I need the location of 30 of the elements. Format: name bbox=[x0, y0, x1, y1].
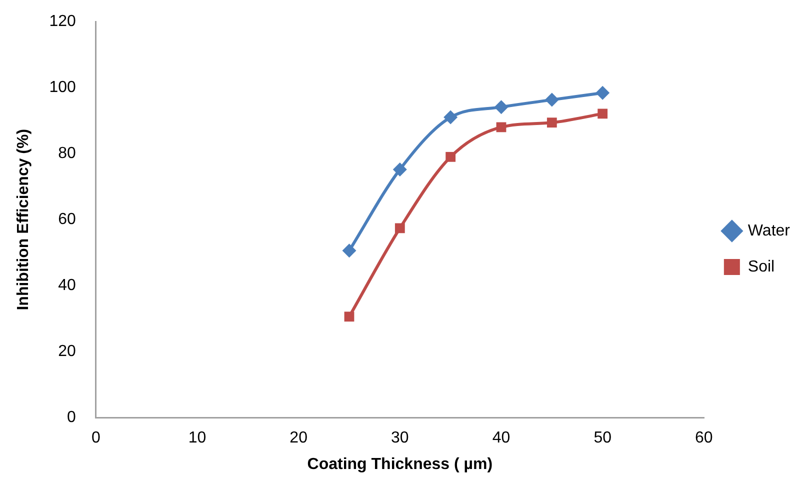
point bbox=[496, 122, 506, 132]
point bbox=[446, 152, 456, 162]
y-axis-title: Inhibition Efficiency (%) bbox=[15, 128, 32, 310]
point bbox=[394, 223, 405, 234]
y-tick-label: 20 bbox=[58, 343, 76, 360]
x-tick-label: 40 bbox=[492, 430, 510, 447]
legend-label: Water bbox=[748, 222, 791, 240]
point bbox=[494, 100, 508, 114]
y-tick-label: 0 bbox=[66, 409, 76, 426]
y-tick-label: 40 bbox=[58, 277, 76, 294]
point bbox=[342, 244, 356, 258]
x-tick-label: 20 bbox=[290, 430, 308, 447]
point bbox=[546, 118, 557, 128]
point bbox=[392, 162, 407, 176]
x-tick-label: 50 bbox=[594, 430, 612, 447]
point bbox=[544, 92, 559, 107]
x-tick-label: 60 bbox=[695, 430, 713, 447]
point bbox=[598, 108, 608, 119]
legend-label: Soil bbox=[748, 258, 775, 276]
y-tick-label: 60 bbox=[58, 211, 76, 228]
y-tick-label: 80 bbox=[58, 145, 76, 162]
x-tick-label: 10 bbox=[188, 430, 206, 447]
x-axis-title: Coating Thickness ( µm) bbox=[307, 456, 493, 473]
y-tick-label: 100 bbox=[49, 79, 76, 96]
point bbox=[596, 86, 610, 100]
y-tick-label: 120 bbox=[49, 13, 76, 30]
x-tick-label: 30 bbox=[391, 430, 409, 447]
x-tick-label: 0 bbox=[91, 430, 100, 447]
point bbox=[344, 312, 354, 322]
point bbox=[444, 110, 458, 124]
